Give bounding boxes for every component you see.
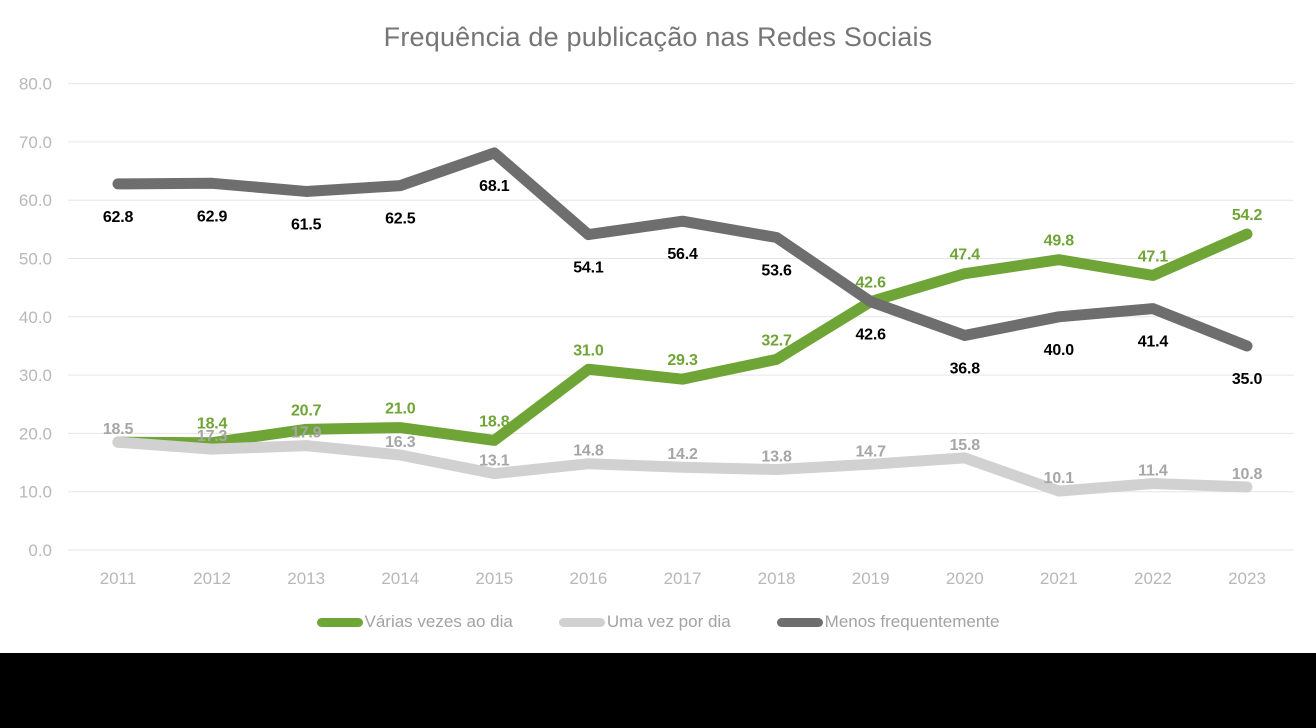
data-label: 29.3 xyxy=(667,352,698,369)
footer-black-bar xyxy=(0,653,1316,728)
data-label: 20.7 xyxy=(291,402,322,419)
data-label: 18.4 xyxy=(197,416,228,433)
x-tick-label: 2020 xyxy=(946,569,984,588)
y-tick-label: 80.0 xyxy=(19,75,52,94)
series-line-2 xyxy=(112,147,1253,352)
data-label: 47.1 xyxy=(1138,248,1169,265)
data-label: 31.0 xyxy=(573,342,604,359)
x-tick-label: 2011 xyxy=(100,569,137,588)
series-line-1 xyxy=(112,436,1253,497)
data-label: 40.0 xyxy=(1044,342,1075,359)
data-label: 14.2 xyxy=(667,446,698,463)
legend-label: Uma vez por dia xyxy=(606,612,731,631)
data-label: 62.5 xyxy=(385,211,416,228)
data-label: 21.0 xyxy=(385,401,416,418)
data-label: 42.6 xyxy=(855,327,886,344)
x-tick-label: 2012 xyxy=(193,569,231,588)
y-tick-label: 40.0 xyxy=(19,308,52,327)
y-tick-label: 10.0 xyxy=(19,483,52,502)
legend-item: Várias vezes ao dia xyxy=(316,612,513,632)
data-label: 42.6 xyxy=(855,275,886,292)
series-labels-0: 18.4 20.7 21.0 18.8 31.0 29.3 32.7 42.6 47.4 49.8… xyxy=(197,207,1263,433)
x-tick-label: 2021 xyxy=(1040,569,1078,588)
series-labels-1: 18.5 17.3 17.9 16.3 13.1 14.8 14.2 13.8 14.7 15.8… xyxy=(103,421,1263,487)
data-label: 11.4 xyxy=(1138,463,1168,480)
x-tick-label: 2014 xyxy=(381,569,419,588)
y-tick-label: 0.0 xyxy=(28,541,52,560)
data-label: 54.2 xyxy=(1232,207,1263,224)
x-axis-tick-labels: 2011 2012 2013 2014 2015 2016 2017 2018 2019 2020… xyxy=(100,569,1266,588)
legend-item: Uma vez por dia xyxy=(558,612,731,632)
chart-legend: Várias vezes ao dia Uma vez por dia Menos … xyxy=(0,612,1316,632)
data-label: 47.4 xyxy=(950,247,981,264)
data-label: 16.3 xyxy=(385,434,416,451)
data-label: 54.1 xyxy=(573,260,604,277)
legend-swatch-icon xyxy=(316,617,363,627)
data-label: 18.8 xyxy=(479,413,510,430)
x-tick-label: 2018 xyxy=(758,569,796,588)
data-label: 17.9 xyxy=(291,425,322,442)
data-label: 68.1 xyxy=(479,178,510,195)
data-label: 35.0 xyxy=(1232,371,1263,388)
x-tick-label: 2022 xyxy=(1134,569,1172,588)
legend-label: Várias vezes ao dia xyxy=(364,612,513,631)
x-tick-label: 2013 xyxy=(287,569,325,588)
data-label: 17.3 xyxy=(197,428,228,445)
data-label: 62.8 xyxy=(103,209,134,226)
y-tick-label: 30.0 xyxy=(19,366,52,385)
data-label: 53.6 xyxy=(761,263,792,280)
chart-title: Frequência de publicação nas Redes Socia… xyxy=(383,22,933,52)
data-label: 62.9 xyxy=(197,208,228,225)
legend-swatch-icon xyxy=(558,617,605,627)
x-tick-label: 2019 xyxy=(852,569,890,588)
data-label: 14.8 xyxy=(573,443,604,460)
data-label: 10.1 xyxy=(1044,470,1075,487)
legend-swatch-icon xyxy=(776,617,823,627)
data-label: 56.4 xyxy=(667,246,698,263)
y-tick-label: 70.0 xyxy=(19,133,52,152)
series-labels-2: 62.8 62.9 61.5 62.5 68.1 54.1 56.4 53.6 42.6 36.8… xyxy=(103,178,1263,388)
data-label: 13.1 xyxy=(479,453,510,470)
y-tick-label: 50.0 xyxy=(19,250,52,269)
y-tick-label: 20.0 xyxy=(19,424,52,443)
data-label: 15.8 xyxy=(950,437,981,454)
x-tick-label: 2017 xyxy=(664,569,702,588)
legend-item: Menos frequentemente xyxy=(776,612,1000,632)
series-line-0 xyxy=(112,228,1253,449)
data-label: 32.7 xyxy=(761,332,792,349)
x-tick-label: 2015 xyxy=(475,569,513,588)
data-label: 41.4 xyxy=(1138,334,1169,351)
y-axis-tick-labels: 0.0 10.0 20.0 30.0 40.0 50.0 60.0 70.0 80.0 xyxy=(19,75,52,560)
data-label: 49.8 xyxy=(1044,233,1075,250)
data-label: 36.8 xyxy=(950,360,981,377)
y-tick-label: 60.0 xyxy=(19,191,52,210)
x-tick-label: 2016 xyxy=(570,569,608,588)
data-label: 13.8 xyxy=(761,449,792,466)
legend-label: Menos frequentemente xyxy=(824,612,1000,631)
data-label: 14.7 xyxy=(855,443,886,460)
data-label: 61.5 xyxy=(291,216,322,233)
data-label: 10.8 xyxy=(1232,466,1263,483)
x-tick-label: 2023 xyxy=(1228,569,1266,588)
data-label: 18.5 xyxy=(103,421,134,438)
